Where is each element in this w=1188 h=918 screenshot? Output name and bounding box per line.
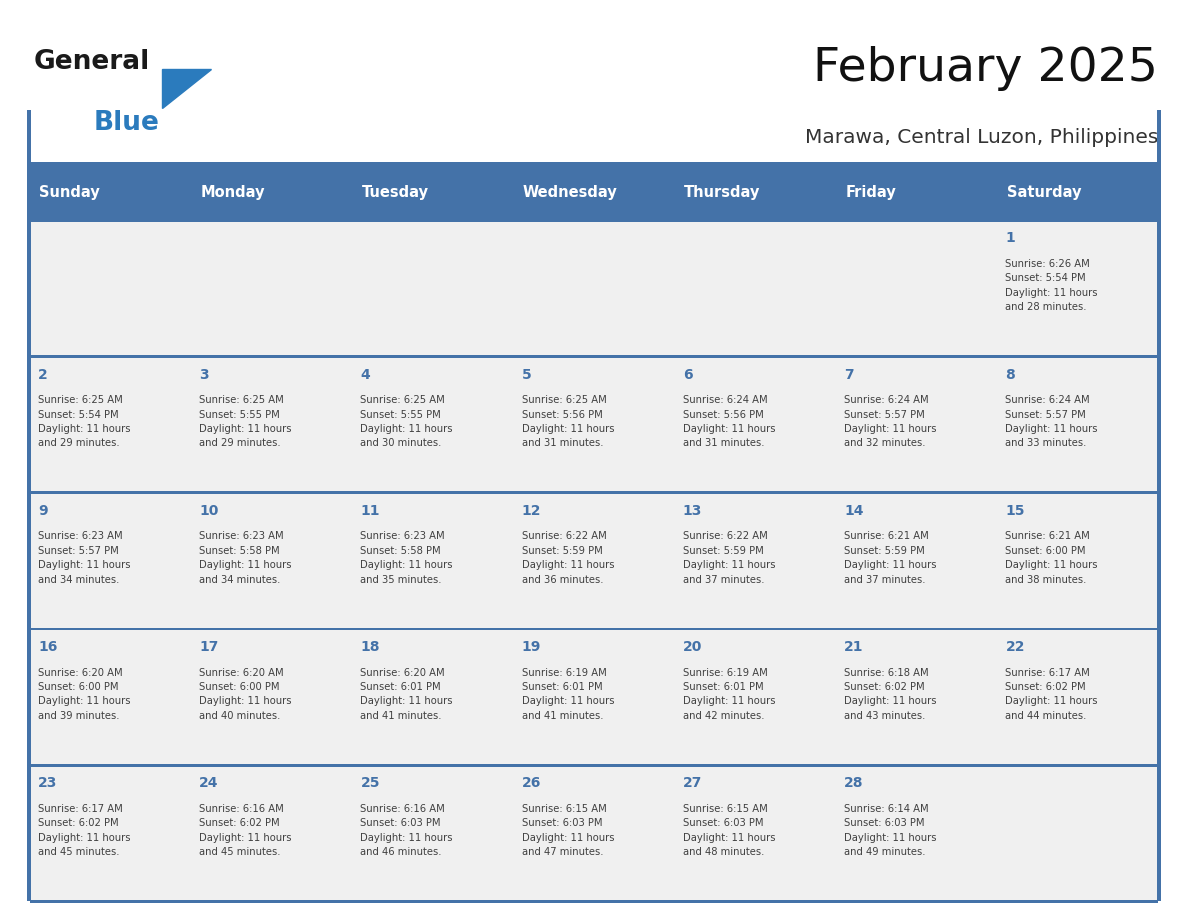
Text: Sunrise: 6:23 AM
Sunset: 5:57 PM
Daylight: 11 hours
and 34 minutes.: Sunrise: 6:23 AM Sunset: 5:57 PM Dayligh… xyxy=(38,532,131,585)
Text: 24: 24 xyxy=(200,777,219,790)
Text: Sunrise: 6:15 AM
Sunset: 6:03 PM
Daylight: 11 hours
and 47 minutes.: Sunrise: 6:15 AM Sunset: 6:03 PM Dayligh… xyxy=(522,804,614,857)
Text: Sunrise: 6:16 AM
Sunset: 6:02 PM
Daylight: 11 hours
and 45 minutes.: Sunrise: 6:16 AM Sunset: 6:02 PM Dayligh… xyxy=(200,804,292,857)
Text: Sunrise: 6:24 AM
Sunset: 5:57 PM
Daylight: 11 hours
and 33 minutes.: Sunrise: 6:24 AM Sunset: 5:57 PM Dayligh… xyxy=(1005,396,1098,448)
Text: Sunrise: 6:19 AM
Sunset: 6:01 PM
Daylight: 11 hours
and 42 minutes.: Sunrise: 6:19 AM Sunset: 6:01 PM Dayligh… xyxy=(683,667,776,721)
Text: 12: 12 xyxy=(522,504,542,518)
Text: Sunrise: 6:26 AM
Sunset: 5:54 PM
Daylight: 11 hours
and 28 minutes.: Sunrise: 6:26 AM Sunset: 5:54 PM Dayligh… xyxy=(1005,259,1098,312)
Text: 17: 17 xyxy=(200,640,219,655)
Text: 27: 27 xyxy=(683,777,702,790)
Text: 26: 26 xyxy=(522,777,541,790)
Text: Sunrise: 6:18 AM
Sunset: 6:02 PM
Daylight: 11 hours
and 43 minutes.: Sunrise: 6:18 AM Sunset: 6:02 PM Dayligh… xyxy=(845,667,936,721)
Text: Sunday: Sunday xyxy=(39,185,100,200)
Text: Sunrise: 6:20 AM
Sunset: 6:01 PM
Daylight: 11 hours
and 41 minutes.: Sunrise: 6:20 AM Sunset: 6:01 PM Dayligh… xyxy=(360,667,453,721)
Text: February 2025: February 2025 xyxy=(814,46,1158,91)
Text: Sunrise: 6:22 AM
Sunset: 5:59 PM
Daylight: 11 hours
and 37 minutes.: Sunrise: 6:22 AM Sunset: 5:59 PM Dayligh… xyxy=(683,532,776,585)
Text: Sunrise: 6:24 AM
Sunset: 5:57 PM
Daylight: 11 hours
and 32 minutes.: Sunrise: 6:24 AM Sunset: 5:57 PM Dayligh… xyxy=(845,396,936,448)
Text: Sunrise: 6:23 AM
Sunset: 5:58 PM
Daylight: 11 hours
and 34 minutes.: Sunrise: 6:23 AM Sunset: 5:58 PM Dayligh… xyxy=(200,532,292,585)
Text: Sunrise: 6:23 AM
Sunset: 5:58 PM
Daylight: 11 hours
and 35 minutes.: Sunrise: 6:23 AM Sunset: 5:58 PM Dayligh… xyxy=(360,532,453,585)
Text: Tuesday: Tuesday xyxy=(361,185,429,200)
Text: 18: 18 xyxy=(360,640,380,655)
Text: 21: 21 xyxy=(845,640,864,655)
Text: 7: 7 xyxy=(845,368,854,382)
Text: Sunrise: 6:25 AM
Sunset: 5:55 PM
Daylight: 11 hours
and 29 minutes.: Sunrise: 6:25 AM Sunset: 5:55 PM Dayligh… xyxy=(200,396,292,448)
Text: Sunrise: 6:25 AM
Sunset: 5:56 PM
Daylight: 11 hours
and 31 minutes.: Sunrise: 6:25 AM Sunset: 5:56 PM Dayligh… xyxy=(522,396,614,448)
Text: Sunrise: 6:15 AM
Sunset: 6:03 PM
Daylight: 11 hours
and 48 minutes.: Sunrise: 6:15 AM Sunset: 6:03 PM Dayligh… xyxy=(683,804,776,857)
Text: Blue: Blue xyxy=(94,110,159,136)
Text: 3: 3 xyxy=(200,368,209,382)
Polygon shape xyxy=(163,69,211,108)
Text: General: General xyxy=(34,49,150,74)
Text: Sunrise: 6:16 AM
Sunset: 6:03 PM
Daylight: 11 hours
and 46 minutes.: Sunrise: 6:16 AM Sunset: 6:03 PM Dayligh… xyxy=(360,804,453,857)
Text: 8: 8 xyxy=(1005,368,1015,382)
Text: 10: 10 xyxy=(200,504,219,518)
Text: Wednesday: Wednesday xyxy=(523,185,618,200)
Text: Sunrise: 6:21 AM
Sunset: 6:00 PM
Daylight: 11 hours
and 38 minutes.: Sunrise: 6:21 AM Sunset: 6:00 PM Dayligh… xyxy=(1005,532,1098,585)
Text: Sunrise: 6:25 AM
Sunset: 5:54 PM
Daylight: 11 hours
and 29 minutes.: Sunrise: 6:25 AM Sunset: 5:54 PM Dayligh… xyxy=(38,396,131,448)
Text: Sunrise: 6:20 AM
Sunset: 6:00 PM
Daylight: 11 hours
and 39 minutes.: Sunrise: 6:20 AM Sunset: 6:00 PM Dayligh… xyxy=(38,667,131,721)
Text: 22: 22 xyxy=(1005,640,1025,655)
Text: 16: 16 xyxy=(38,640,57,655)
Text: 28: 28 xyxy=(845,777,864,790)
Text: 9: 9 xyxy=(38,504,48,518)
Text: 4: 4 xyxy=(360,368,371,382)
Text: Marawa, Central Luzon, Philippines: Marawa, Central Luzon, Philippines xyxy=(805,129,1158,147)
Text: Sunrise: 6:22 AM
Sunset: 5:59 PM
Daylight: 11 hours
and 36 minutes.: Sunrise: 6:22 AM Sunset: 5:59 PM Dayligh… xyxy=(522,532,614,585)
Text: Friday: Friday xyxy=(846,185,896,200)
Text: Sunrise: 6:20 AM
Sunset: 6:00 PM
Daylight: 11 hours
and 40 minutes.: Sunrise: 6:20 AM Sunset: 6:00 PM Dayligh… xyxy=(200,667,292,721)
Text: Thursday: Thursday xyxy=(684,185,760,200)
Text: 2: 2 xyxy=(38,368,48,382)
Text: 11: 11 xyxy=(360,504,380,518)
Text: Sunrise: 6:17 AM
Sunset: 6:02 PM
Daylight: 11 hours
and 45 minutes.: Sunrise: 6:17 AM Sunset: 6:02 PM Dayligh… xyxy=(38,804,131,857)
Text: 5: 5 xyxy=(522,368,531,382)
Text: Sunrise: 6:19 AM
Sunset: 6:01 PM
Daylight: 11 hours
and 41 minutes.: Sunrise: 6:19 AM Sunset: 6:01 PM Dayligh… xyxy=(522,667,614,721)
Text: 23: 23 xyxy=(38,777,57,790)
Text: 25: 25 xyxy=(360,777,380,790)
Text: 15: 15 xyxy=(1005,504,1025,518)
Text: Sunrise: 6:14 AM
Sunset: 6:03 PM
Daylight: 11 hours
and 49 minutes.: Sunrise: 6:14 AM Sunset: 6:03 PM Dayligh… xyxy=(845,804,936,857)
Text: 14: 14 xyxy=(845,504,864,518)
Text: 19: 19 xyxy=(522,640,541,655)
Text: Sunrise: 6:24 AM
Sunset: 5:56 PM
Daylight: 11 hours
and 31 minutes.: Sunrise: 6:24 AM Sunset: 5:56 PM Dayligh… xyxy=(683,396,776,448)
Text: Sunrise: 6:17 AM
Sunset: 6:02 PM
Daylight: 11 hours
and 44 minutes.: Sunrise: 6:17 AM Sunset: 6:02 PM Dayligh… xyxy=(1005,667,1098,721)
Text: Sunrise: 6:25 AM
Sunset: 5:55 PM
Daylight: 11 hours
and 30 minutes.: Sunrise: 6:25 AM Sunset: 5:55 PM Dayligh… xyxy=(360,396,453,448)
Text: 13: 13 xyxy=(683,504,702,518)
Text: Monday: Monday xyxy=(201,185,265,200)
Text: 20: 20 xyxy=(683,640,702,655)
Text: Sunrise: 6:21 AM
Sunset: 5:59 PM
Daylight: 11 hours
and 37 minutes.: Sunrise: 6:21 AM Sunset: 5:59 PM Dayligh… xyxy=(845,532,936,585)
Text: 6: 6 xyxy=(683,368,693,382)
Text: Saturday: Saturday xyxy=(1006,185,1081,200)
Text: 1: 1 xyxy=(1005,231,1015,245)
